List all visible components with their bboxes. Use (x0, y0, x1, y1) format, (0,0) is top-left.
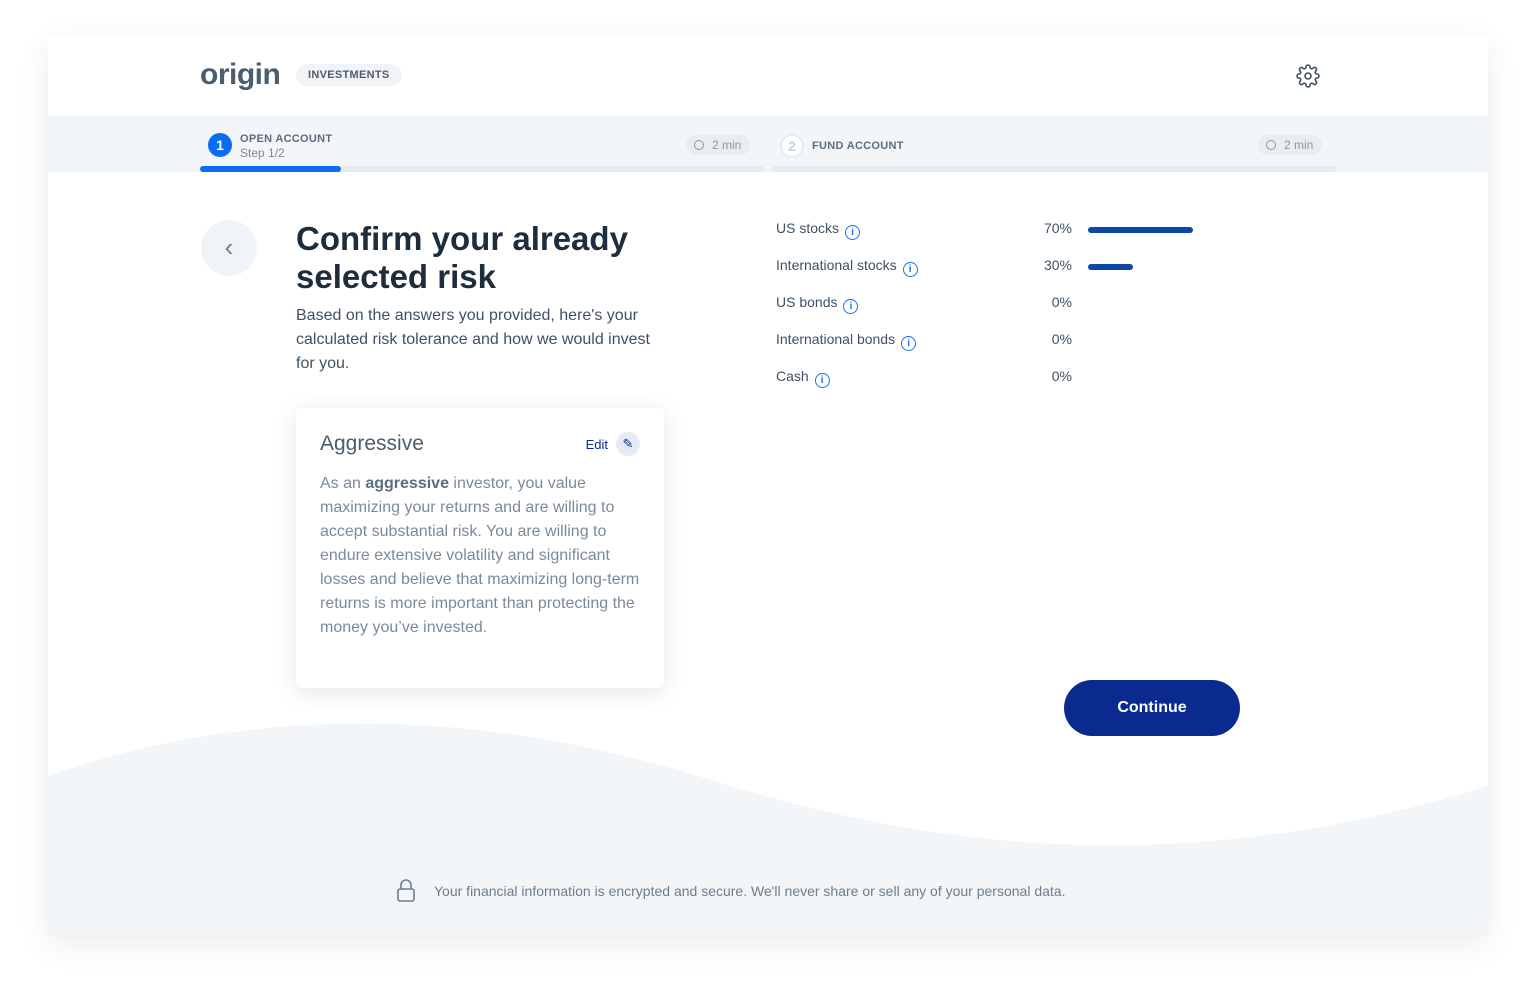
info-icon[interactable]: i (843, 299, 859, 314)
step-title: FUND ACCOUNT (812, 140, 904, 152)
time-badge: 2 min (1258, 135, 1323, 155)
risk-description: As an aggressive investor, you value max… (320, 475, 640, 636)
info-icon[interactable]: i (814, 373, 830, 388)
allocation-label: Cash (776, 368, 809, 384)
security-note: Your financial information is encrypted … (396, 879, 1065, 903)
clock-icon (694, 140, 704, 150)
allocation-bar (1088, 264, 1133, 270)
security-text: Your financial information is encrypted … (434, 883, 1066, 899)
allocation-row: Cash i 0% (776, 368, 1276, 388)
intro-text: Based on the answers you provided, here'… (296, 307, 650, 372)
step-progress-fill (200, 166, 341, 172)
allocation-percent: 70% (1043, 220, 1072, 236)
allocation-percent: 0% (1051, 331, 1072, 347)
allocation-label: International stocks (776, 257, 897, 273)
app-window: origin INVESTMENTS 1 OPEN ACCOUNT Step 1… (48, 36, 1488, 936)
allocation-row: US bonds i 0% (776, 294, 1276, 314)
step-progress-track (772, 166, 1336, 172)
risk-card: Aggressive Edit ✎ As an aggressive invest… (296, 408, 664, 688)
allocation-bar (1088, 227, 1193, 233)
lock-icon (397, 879, 415, 902)
info-icon[interactable]: i (845, 225, 861, 240)
allocation-percent: 0% (1051, 294, 1072, 310)
origin-logo[interactable]: origin (200, 58, 281, 91)
page-title: Confirm your already selected risk (296, 220, 628, 295)
clock-icon (1266, 140, 1276, 150)
allocation-row: International stocks i 30% (776, 257, 1276, 277)
info-icon[interactable]: i (902, 262, 918, 277)
allocation-row: US stocks i 70% (776, 220, 1276, 240)
edit-icon: ✎ (616, 432, 640, 456)
gear-icon[interactable] (1296, 64, 1320, 88)
allocation-label: International bonds (776, 331, 896, 347)
step-title: OPEN ACCOUNT (240, 133, 333, 145)
continue-button[interactable]: Continue (1064, 680, 1240, 736)
chevron-left-icon: ‹ (224, 232, 234, 262)
step-number: 2 (780, 134, 804, 158)
info-icon[interactable]: i (901, 336, 917, 351)
back-button[interactable]: ‹ (201, 220, 257, 276)
edit-button[interactable]: Edit ✎ (586, 432, 640, 456)
allocation-percent: 30% (1043, 257, 1072, 273)
allocation-row: International bonds i 0% (776, 331, 1276, 351)
step-progress-track (200, 166, 764, 172)
risk-title: Aggressive (320, 432, 424, 455)
allocation-label: US bonds (776, 294, 838, 310)
investments-badge: INVESTMENTS (296, 64, 402, 86)
allocation-label: US stocks (776, 220, 840, 236)
step-progress: 1 OPEN ACCOUNT Step 1/2 2 min 2 FUND ACC… (48, 116, 1488, 172)
allocation-percent: 0% (1051, 368, 1072, 384)
step-number: 1 (208, 133, 232, 157)
time-badge: 2 min (686, 135, 751, 155)
background-wave (48, 723, 1488, 936)
step-subtitle: Step 1/2 (240, 146, 285, 160)
